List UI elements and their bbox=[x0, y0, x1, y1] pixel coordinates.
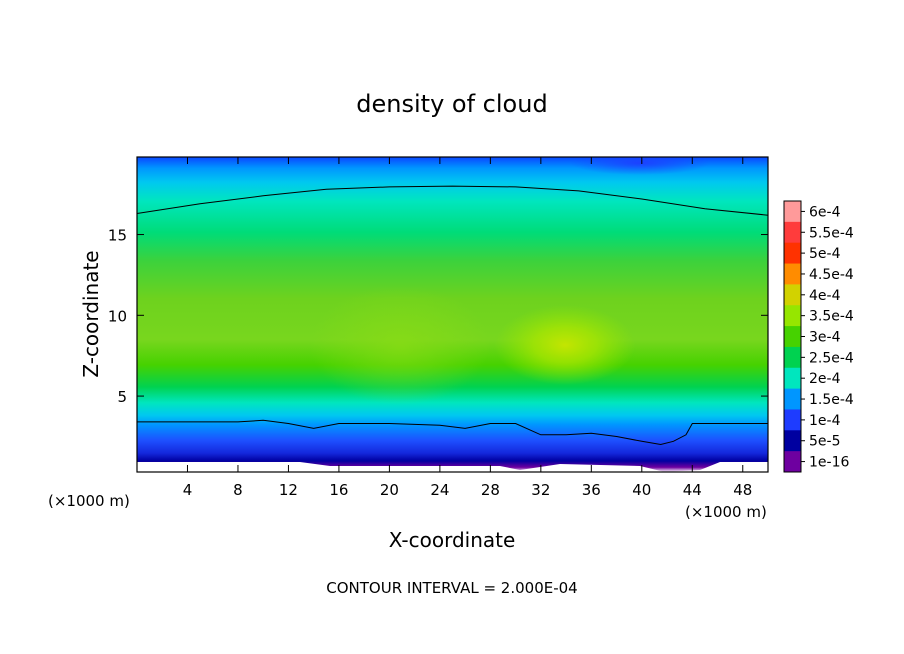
colorbar-swatch bbox=[784, 263, 801, 285]
x-tick-label: 48 bbox=[733, 481, 752, 499]
colorbar-swatch bbox=[784, 346, 801, 369]
colorbar-swatch bbox=[784, 201, 801, 223]
contour-interval-note: CONTOUR INTERVAL = 2.000E-04 bbox=[326, 579, 577, 597]
colorbar-label: 2.5e-4 bbox=[809, 350, 854, 366]
x-tick-label: 12 bbox=[279, 481, 298, 499]
colorbar-swatch bbox=[784, 284, 801, 306]
x-axis-ticks: 4 8 12 16 20 24 28 32 36 40 44 48 bbox=[183, 157, 752, 499]
x-unit-label-left: (×1000 m) bbox=[48, 492, 130, 510]
colorbar-swatch bbox=[784, 305, 801, 327]
colorbar-swatch bbox=[784, 367, 801, 390]
y-axis-label: Z-coordinate bbox=[79, 250, 103, 377]
contour-lines bbox=[136, 185, 769, 446]
colorbar-swatch bbox=[784, 388, 801, 410]
colorbar-swatch bbox=[784, 326, 801, 348]
colorbar-label: 4e-4 bbox=[809, 288, 841, 304]
colorbar-label: 5e-5 bbox=[809, 434, 840, 450]
colorbar-swatch bbox=[784, 221, 801, 244]
x-tick-label: 32 bbox=[531, 481, 550, 499]
x-tick-label: 36 bbox=[582, 481, 601, 499]
surface-mask bbox=[137, 462, 768, 472]
colorbar-label: 1.5e-4 bbox=[809, 392, 854, 408]
colorbar-label: 3e-4 bbox=[809, 330, 841, 346]
x-axis-label: X-coordinate bbox=[389, 528, 516, 552]
density-maximum bbox=[495, 305, 635, 385]
y-tick-label: 5 bbox=[117, 388, 127, 406]
colorbar-swatch bbox=[784, 409, 801, 431]
colorbar-swatch bbox=[784, 242, 801, 265]
x-tick-label: 28 bbox=[481, 481, 500, 499]
colorbar-label: 5.5e-4 bbox=[809, 225, 854, 241]
y-axis-ticks: 5 10 15 bbox=[108, 227, 768, 406]
x-tick-label: 44 bbox=[683, 481, 702, 499]
colorbar-label: 1e-4 bbox=[809, 413, 841, 429]
upper-low-density-region bbox=[570, 157, 710, 175]
colorbar-label: 2e-4 bbox=[809, 371, 841, 387]
x-unit-label-right: (×1000 m) bbox=[685, 503, 767, 521]
colorbar-label: 3.5e-4 bbox=[809, 309, 854, 325]
contour-line-1 bbox=[136, 185, 769, 216]
density-dome-left bbox=[310, 285, 490, 405]
contour-line-2 bbox=[137, 419, 768, 446]
x-tick-label: 8 bbox=[233, 481, 243, 499]
x-tick-label: 40 bbox=[632, 481, 651, 499]
colorbar-label: 4.5e-4 bbox=[809, 267, 854, 283]
colorbar-label: 5e-4 bbox=[809, 246, 841, 262]
x-tick-label: 4 bbox=[183, 481, 193, 499]
x-tick-label: 24 bbox=[430, 481, 449, 499]
chart-title: density of cloud bbox=[356, 90, 547, 118]
colorbar-swatch bbox=[784, 451, 801, 473]
x-tick-label: 20 bbox=[380, 481, 399, 499]
colorbar-label: 6e-4 bbox=[809, 204, 841, 220]
y-tick-label: 15 bbox=[108, 227, 127, 245]
colorbar-swatch bbox=[784, 430, 801, 452]
x-tick-label: 16 bbox=[329, 481, 348, 499]
colorbar-label: 1e-16 bbox=[809, 455, 849, 471]
colorbar: 6e-4 5.5e-4 5e-4 4.5e-4 4e-4 3.5e-4 3e-4 2.5e-4… bbox=[783, 200, 854, 473]
plot-area bbox=[137, 157, 768, 472]
plot-frame bbox=[136, 156, 769, 473]
y-tick-label: 10 bbox=[108, 307, 127, 325]
